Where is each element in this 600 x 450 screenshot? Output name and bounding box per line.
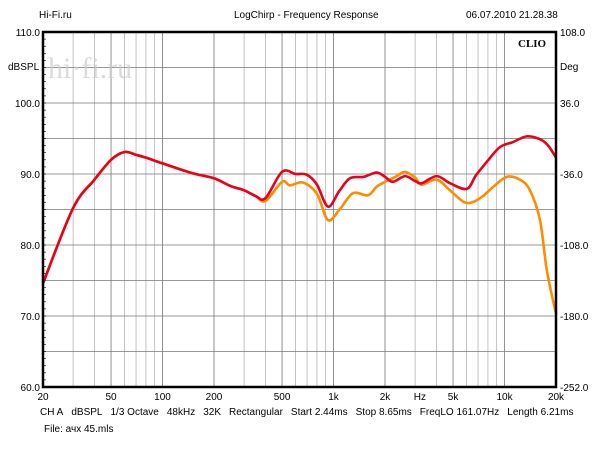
series-line-red bbox=[41, 134, 558, 284]
y2-tick-label: -108.0 bbox=[560, 241, 589, 252]
measurement-param: Rectangular bbox=[229, 407, 283, 418]
x-tick-label: 20 bbox=[37, 392, 49, 403]
measurement-param: dBSPL bbox=[71, 407, 103, 418]
y-tick-label: 90.0 bbox=[21, 170, 41, 181]
y2-tick-label: -252.0 bbox=[560, 383, 589, 394]
y-tick-label: 80.0 bbox=[21, 241, 41, 252]
x-tick-label: 2k bbox=[380, 392, 392, 403]
x-unit-label: Hz bbox=[414, 392, 426, 403]
measurement-param: CH A bbox=[40, 407, 64, 418]
measurement-param: 32K bbox=[203, 407, 221, 418]
measurement-param: Stop 8.65ms bbox=[355, 407, 412, 418]
measurement-params: CH A dBSPL 1/3 Octave 48kHz 32K Rectangular St… bbox=[40, 407, 581, 418]
y-axis-label: dBSPL bbox=[8, 62, 40, 73]
brand-label: CLIO bbox=[518, 38, 547, 50]
measurement-param: Start 2.44ms bbox=[290, 407, 348, 418]
plot-frame bbox=[41, 30, 558, 389]
x-tick-label: 50 bbox=[105, 392, 117, 403]
x-tick-label: 10k bbox=[496, 392, 513, 403]
y2-tick-label: 108.0 bbox=[560, 28, 585, 39]
header-datetime: 06.07.2010 21.28.38 bbox=[466, 10, 558, 21]
x-tick-label: 1k bbox=[328, 392, 340, 403]
x-tick-label: 200 bbox=[206, 392, 223, 403]
grid bbox=[42, 31, 557, 388]
x-tick-label: 100 bbox=[154, 392, 171, 403]
measurement-param: 48kHz bbox=[166, 407, 196, 418]
file-name: File: ачх 45.mls bbox=[44, 424, 114, 435]
y-tick-label: 110.0 bbox=[16, 28, 41, 39]
header-left: Hi-Fi.ru bbox=[39, 10, 72, 21]
series-line-orange bbox=[41, 150, 558, 316]
measurement-param: 1/3 Octave bbox=[110, 407, 159, 418]
y-tick-label: 100.0 bbox=[15, 99, 40, 110]
x-tick-label: 5k bbox=[448, 392, 460, 403]
y-tick-label: 60.0 bbox=[21, 383, 41, 394]
measurement-param: Length 6.21ms bbox=[507, 407, 574, 418]
watermark-logo: hi·fi.ru bbox=[48, 52, 132, 85]
y2-tick-label: 36.0 bbox=[560, 99, 580, 110]
y2-tick-label: -36.0 bbox=[560, 170, 583, 181]
chart-title: LogChirp - Frequency Response bbox=[234, 10, 379, 21]
y-tick-label: 70.0 bbox=[21, 312, 41, 323]
x-tick-label: 500 bbox=[274, 392, 291, 403]
y2-tick-label: -180.0 bbox=[560, 312, 589, 323]
x-tick-label: 20k bbox=[548, 392, 565, 403]
measurement-param: FreqLO 161.07Hz bbox=[419, 407, 500, 418]
y2-axis-label: Deg bbox=[560, 62, 579, 73]
